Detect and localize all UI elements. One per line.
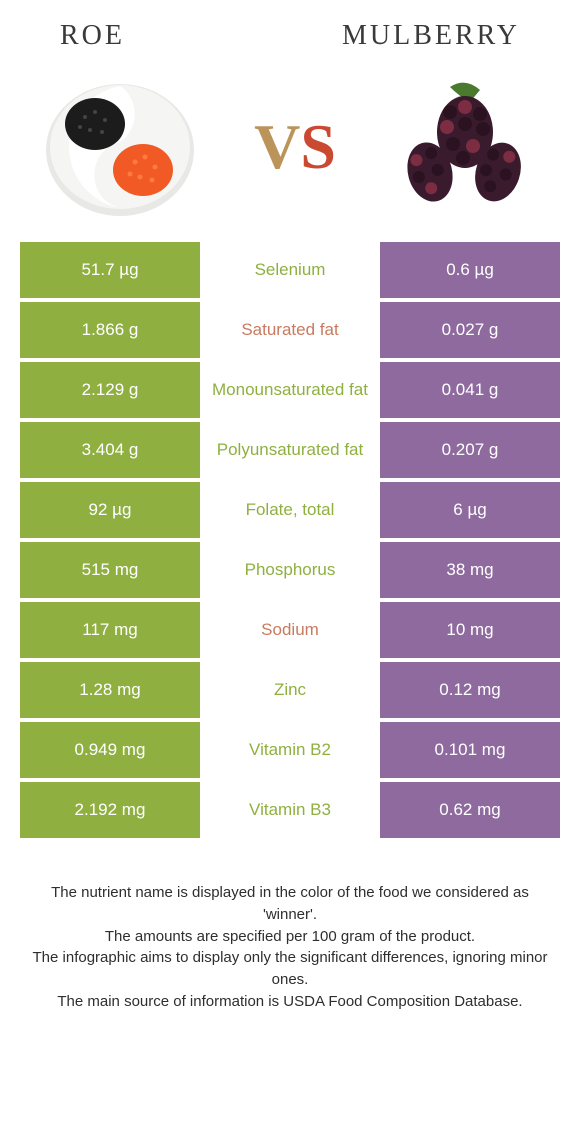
left-value: 2.192 mg xyxy=(20,782,200,838)
right-value: 0.207 g xyxy=(380,422,560,478)
nutrient-label: Sodium xyxy=(200,602,380,658)
nutrient-row: 515 mgPhosphorus38 mg xyxy=(20,542,560,598)
nutrient-label: Polyunsaturated fat xyxy=(200,422,380,478)
right-value: 0.62 mg xyxy=(380,782,560,838)
left-value: 51.7 µg xyxy=(20,242,200,298)
nutrient-table: 51.7 µgSelenium0.6 µg1.866 gSaturated fa… xyxy=(0,242,580,838)
nutrient-row: 2.192 mgVitamin B30.62 mg xyxy=(20,782,560,838)
left-food-title: Roe xyxy=(60,20,125,52)
nutrient-row: 1.866 gSaturated fat0.027 g xyxy=(20,302,560,358)
nutrient-row: 51.7 µgSelenium0.6 µg xyxy=(20,242,560,298)
left-value: 92 µg xyxy=(20,482,200,538)
nutrient-label: Folate, total xyxy=(200,482,380,538)
right-value: 38 mg xyxy=(380,542,560,598)
footer-line: The infographic aims to display only the… xyxy=(30,947,550,991)
nutrient-row: 3.404 gPolyunsaturated fat0.207 g xyxy=(20,422,560,478)
right-value: 6 µg xyxy=(380,482,560,538)
left-value: 3.404 g xyxy=(20,422,200,478)
right-value: 0.041 g xyxy=(380,362,560,418)
vs-label: VS xyxy=(254,110,336,184)
footer-line: The main source of information is USDA F… xyxy=(30,991,550,1013)
vs-s: S xyxy=(300,111,336,182)
left-value: 2.129 g xyxy=(20,362,200,418)
vs-v: V xyxy=(254,111,300,182)
nutrient-row: 117 mgSodium10 mg xyxy=(20,602,560,658)
nutrient-label: Vitamin B2 xyxy=(200,722,380,778)
right-food-title: Mulberry xyxy=(342,20,520,52)
right-value: 0.6 µg xyxy=(380,242,560,298)
mulberry-image xyxy=(390,72,540,222)
hero-row: VS xyxy=(0,62,580,242)
left-value: 1.28 mg xyxy=(20,662,200,718)
nutrient-label: Monounsaturated fat xyxy=(200,362,380,418)
footer-notes: The nutrient name is displayed in the co… xyxy=(0,842,580,1013)
left-value: 1.866 g xyxy=(20,302,200,358)
nutrient-row: 92 µgFolate, total6 µg xyxy=(20,482,560,538)
left-value: 117 mg xyxy=(20,602,200,658)
right-value: 0.12 mg xyxy=(380,662,560,718)
nutrient-label: Saturated fat xyxy=(200,302,380,358)
nutrient-label: Phosphorus xyxy=(200,542,380,598)
left-value: 0.949 mg xyxy=(20,722,200,778)
right-value: 0.101 mg xyxy=(380,722,560,778)
roe-image xyxy=(40,72,200,222)
left-value: 515 mg xyxy=(20,542,200,598)
nutrient-label: Zinc xyxy=(200,662,380,718)
nutrient-row: 2.129 gMonounsaturated fat0.041 g xyxy=(20,362,560,418)
footer-line: The nutrient name is displayed in the co… xyxy=(30,882,550,926)
comparison-header: Roe Mulberry xyxy=(0,0,580,62)
right-value: 10 mg xyxy=(380,602,560,658)
nutrient-label: Selenium xyxy=(200,242,380,298)
nutrient-row: 0.949 mgVitamin B20.101 mg xyxy=(20,722,560,778)
right-value: 0.027 g xyxy=(380,302,560,358)
nutrient-label: Vitamin B3 xyxy=(200,782,380,838)
nutrient-row: 1.28 mgZinc0.12 mg xyxy=(20,662,560,718)
footer-line: The amounts are specified per 100 gram o… xyxy=(30,926,550,948)
